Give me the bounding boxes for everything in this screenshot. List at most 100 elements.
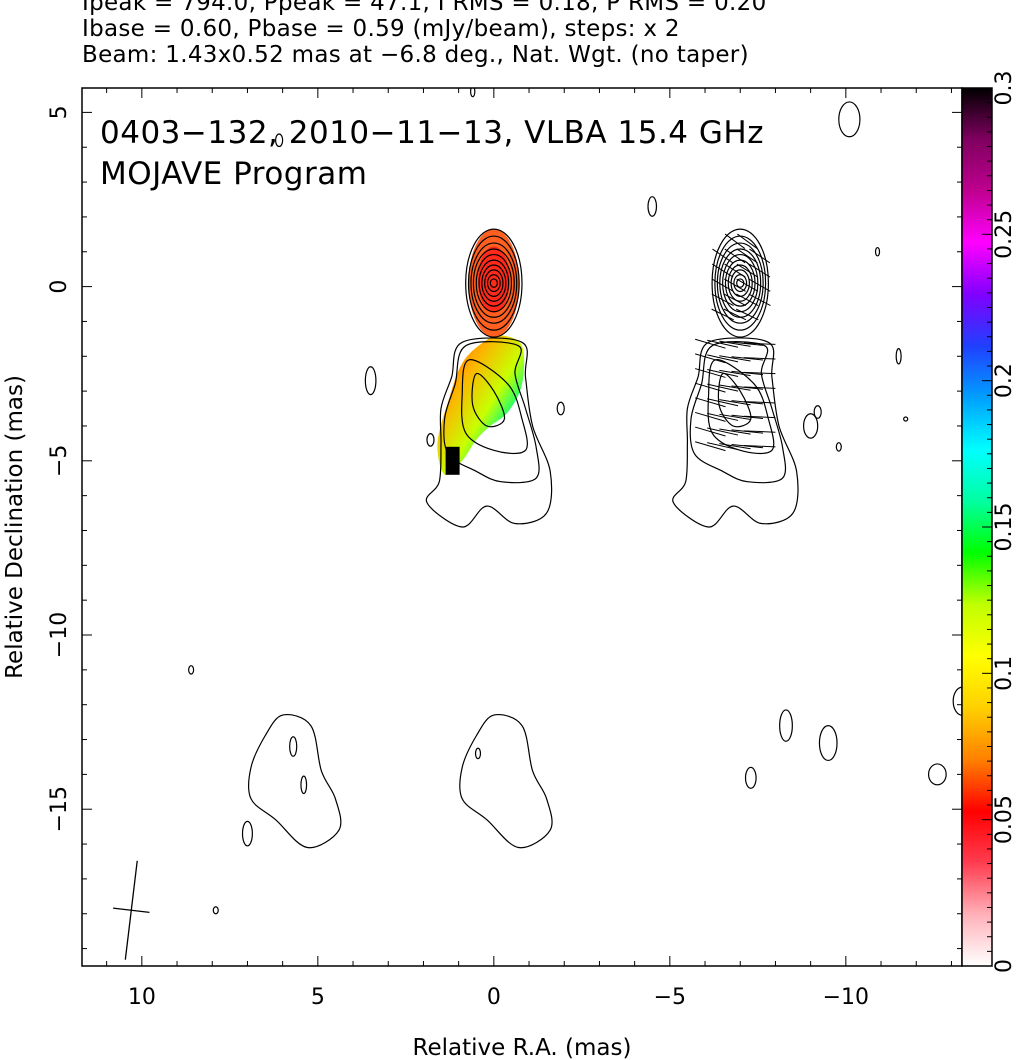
polarization-vector-41: [694, 397, 726, 408]
colorbar-tick-label: 0.25: [992, 210, 1017, 259]
intensity-contours-left-jet-contour-3: [471, 372, 506, 428]
intensity-contours-left-jet-contour-0: [425, 337, 553, 528]
polarization-peak-block: [445, 446, 460, 475]
polarization-vector-24: [731, 341, 764, 346]
noise-contour-4: [275, 133, 284, 148]
colorbar-tick-label: 0: [992, 959, 1017, 973]
polarization-vector-51: [694, 426, 726, 437]
intensity-contours-right-jet-contour-3: [717, 372, 752, 428]
noise-contour-11: [803, 413, 819, 439]
polarization-vector-54: [731, 429, 764, 434]
polarization-vector-8: [736, 263, 758, 278]
noise-contour-8: [895, 348, 902, 365]
noise-contour-22: [300, 775, 308, 795]
core-polarization-inner: [478, 246, 510, 313]
y-tick-label: −5: [47, 445, 72, 477]
polarization-vector-46: [694, 411, 726, 422]
noise-contour-1: [426, 433, 435, 447]
polarization-vector-40: [743, 386, 776, 389]
polarization-vector-14: [711, 293, 734, 307]
noise-contour-12: [835, 442, 842, 452]
polarization-vector-13: [748, 278, 771, 292]
noise-contour-19: [241, 820, 253, 847]
x-tick-label: −5: [654, 985, 686, 1010]
y-tick-label: −10: [47, 612, 72, 658]
polarization-vector-49: [731, 414, 764, 420]
intensity-contours-right-jet-contour-0: [672, 337, 799, 528]
colorbar-tick-label: 0.15: [992, 503, 1017, 552]
polarization-vector-44: [731, 400, 764, 405]
intensity-contours-left-jet-contour-2: [461, 359, 528, 455]
polarization-vector-32: [707, 368, 739, 378]
noise-contour-23: [474, 747, 482, 760]
plot-frame: [81, 87, 963, 967]
noise-contour-0: [364, 366, 377, 396]
x-tick-label: −10: [823, 985, 869, 1010]
intensity-contours-right-jet-contour-1: [689, 341, 787, 484]
polarization-vector-56: [694, 441, 726, 452]
polarization-vector-36: [694, 382, 726, 393]
colorbar-tick-label: 0.3: [992, 71, 1017, 106]
polarization-vector-60: [743, 444, 776, 448]
noise-contour-2: [556, 401, 565, 416]
program-annotation: MOJAVE Program: [100, 156, 367, 192]
intensity-contours-right-jet-contour-2: [707, 359, 775, 455]
noise-contour-13: [779, 709, 793, 742]
header-base-steps-line: Ibase = 0.60, Pbase = 0.59 (mJy/beam), s…: [82, 16, 680, 42]
polarization-vector-7: [724, 263, 746, 278]
polarization-vector-52: [707, 427, 739, 436]
polarization-vector-38: [719, 384, 751, 391]
intensity-contours-left-core-contour-6: [481, 264, 507, 302]
polarization-vector-4: [736, 248, 758, 264]
intensity-contours-right-core-contour-0: [711, 228, 770, 338]
header-peak-rms-line: Ipeak = 794.0, Ppeak = 47.1, I RMS = 0.1…: [82, 0, 767, 16]
intensity-contours-left-core-contour-8: [486, 274, 501, 293]
intensity-contours-left-core-contour-9: [489, 278, 498, 288]
intensity-contours-right: [672, 228, 799, 528]
intensity-contours-right-core-contour-8: [733, 274, 748, 293]
intensity-contours-left-core-contour-4: [475, 253, 513, 313]
noise-contour-10: [813, 405, 822, 419]
source-annotation: 0403−132, 2010−11−13, VLBA 15.4 GHz: [100, 115, 764, 151]
polarization-vector-3: [724, 248, 746, 264]
intensity-contours-left-core-contour-2: [470, 242, 518, 324]
intensity-contours-left: [425, 228, 553, 528]
intensity-contours-right-core-contour-2: [716, 242, 764, 324]
x-tick-label: 10: [128, 985, 156, 1010]
polarization-vector-37: [707, 383, 739, 392]
polarization-vector-9: [748, 263, 771, 278]
polarization-vector-47: [707, 412, 739, 421]
polarization-vectors: [694, 233, 776, 452]
noise-contour-21: [289, 736, 298, 757]
map-header: Ipeak = 794.0, Ppeak = 47.1, I RMS = 0.1…: [82, 0, 1012, 68]
intensity-contours-left-core-contour-7: [484, 269, 504, 297]
fractional-polarization-image: [437, 335, 525, 476]
noise-contour-3: [647, 196, 658, 217]
polarization-vector-27: [707, 354, 739, 363]
header-beam-line: Beam: 1.43x0.52 mas at −6.8 deg., Nat. W…: [82, 42, 749, 68]
extended-contour-0: [247, 714, 342, 849]
polarization-vector-50: [743, 415, 776, 419]
polarization-vector-19: [723, 308, 747, 321]
noise-contour-14: [818, 724, 838, 762]
polarization-vector-0: [724, 233, 746, 249]
y-tick-label: 0: [47, 280, 72, 294]
noise-contour-17: [952, 686, 962, 716]
beam-minor-axis: [113, 907, 150, 914]
polarization-vector-21: [694, 338, 726, 349]
polarization-vector-59: [731, 444, 764, 449]
polarization-vector-20: [735, 308, 759, 321]
x-tick-label: 5: [311, 985, 325, 1010]
colorbar-tick-label: 0.1: [992, 656, 1017, 691]
polarization-vector-30: [743, 357, 776, 360]
polarization-vector-1: [737, 233, 758, 249]
polarization-vector-25: [743, 342, 776, 345]
intensity-contours-right-core-contour-6: [727, 264, 753, 302]
polarization-vector-42: [707, 398, 739, 407]
x-tick-label: 0: [487, 985, 501, 1010]
colorbar-tick-label: 0.2: [992, 363, 1017, 398]
intensity-contours-left-core-contour-3: [472, 248, 515, 318]
intensity-contours-left-core-contour-5: [478, 259, 510, 307]
polarization-vector-11: [724, 278, 746, 292]
